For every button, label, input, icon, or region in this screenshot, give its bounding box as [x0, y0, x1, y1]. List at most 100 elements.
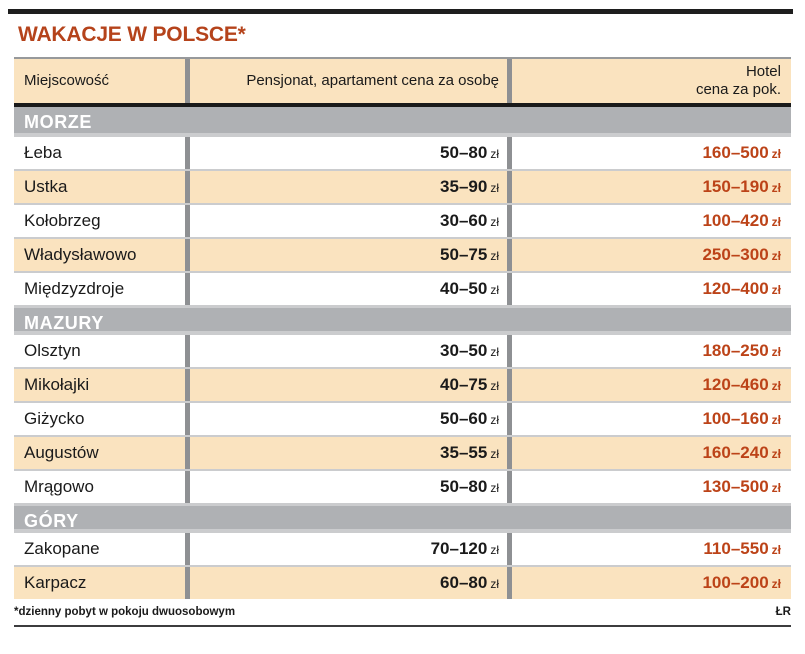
table-row: Międzyzdroje 40–50 zł 120–400 zł [14, 273, 791, 305]
pension-price-cell: 70–120 zł [190, 533, 507, 565]
price-value: 40–75 [440, 375, 488, 394]
price-value: 30–50 [440, 341, 488, 360]
hotel-price-cell: 250–300 zł [512, 239, 791, 271]
place-cell: Augustów [24, 443, 99, 462]
table-row: Zakopane 70–120 zł 110–550 zł [14, 533, 791, 567]
price-value: 120–460 [702, 375, 769, 394]
column-divider [185, 471, 190, 503]
column-divider [185, 205, 190, 237]
column-divider [185, 171, 190, 203]
currency-suffix: zł [490, 147, 499, 161]
price-value: 100–160 [702, 409, 769, 428]
hotel-price-cell: 100–200 zł [512, 567, 791, 599]
footnote: *dzienny pobyt w pokoju dwuosobowym [14, 606, 236, 618]
column-divider [507, 273, 512, 305]
price-value: 70–120 [430, 539, 488, 558]
place-cell: Międzyzdroje [24, 279, 125, 298]
table-footer: *dzienny pobyt w pokoju dwuosobowym ŁR [14, 599, 791, 625]
place-cell: Olsztyn [24, 341, 81, 360]
currency-suffix: zł [490, 249, 499, 263]
column-divider [507, 137, 512, 169]
currency-suffix: zł [771, 147, 781, 161]
pension-price-cell: 60–80 zł [190, 567, 507, 599]
price-value: 160–240 [702, 443, 769, 462]
pension-price-cell: 40–75 zł [190, 369, 507, 401]
price-value: 50–75 [440, 245, 488, 264]
price-value: 35–90 [440, 177, 488, 196]
column-divider [507, 239, 512, 271]
table-row: Augustów 35–55 zł 160–240 zł [14, 437, 791, 471]
column-divider [507, 437, 512, 469]
credit: ŁR [775, 606, 791, 618]
table-row: Olsztyn 30–50 zł 180–250 zł [14, 335, 791, 369]
currency-suffix: zł [771, 413, 781, 427]
currency-suffix: zł [771, 181, 781, 195]
price-value: 180–250 [702, 341, 769, 360]
pension-price-cell: 50–80 zł [190, 471, 507, 503]
column-divider [185, 437, 190, 469]
section-header-morze: MORZE [14, 107, 791, 137]
column-divider [185, 567, 190, 599]
price-value: 250–300 [702, 245, 769, 264]
currency-suffix: zł [490, 181, 499, 195]
table-row: Ustka 35–90 zł 150–190 zł [14, 171, 791, 205]
header-hotel-line2: cena za pok. [695, 81, 781, 98]
price-value: 110–550 [703, 539, 769, 558]
pension-price-cell: 50–75 zł [190, 239, 507, 271]
place-cell: Mikołajki [24, 375, 90, 394]
price-value: 150–190 [702, 177, 769, 196]
bottom-rule [14, 625, 791, 627]
pension-price-cell: 30–60 zł [190, 205, 507, 237]
currency-suffix: zł [490, 447, 499, 461]
currency-suffix: zł [771, 215, 781, 229]
column-divider [507, 369, 512, 401]
currency-suffix: zł [490, 345, 499, 359]
currency-suffix: zł [490, 543, 499, 557]
table-row: Łeba 50–80 zł 160–500 zł [14, 137, 791, 171]
column-divider [507, 567, 512, 599]
price-value: 35–55 [440, 443, 488, 462]
column-divider [507, 403, 512, 435]
currency-suffix: zł [771, 447, 781, 461]
pension-price-cell: 50–60 zł [190, 403, 507, 435]
column-divider [507, 59, 512, 103]
currency-suffix: zł [490, 283, 499, 297]
place-cell: Ustka [24, 177, 68, 196]
page-title: WAKACJE W POLSCE* [18, 23, 246, 46]
column-divider [507, 171, 512, 203]
pension-price-cell: 35–90 zł [190, 171, 507, 203]
column-divider [185, 403, 190, 435]
place-cell: Mrągowo [24, 477, 94, 496]
place-cell: Giżycko [24, 409, 85, 428]
header-black-rule [14, 103, 791, 107]
column-divider [507, 533, 512, 565]
price-value: 60–80 [440, 573, 488, 592]
currency-suffix: zł [771, 481, 781, 495]
table-row: Giżycko 50–60 zł 100–160 zł [14, 403, 791, 437]
pension-price-cell: 35–55 zł [190, 437, 507, 469]
currency-suffix: zł [771, 249, 781, 263]
table-row: Mikołajki 40–75 zł 120–460 zł [14, 369, 791, 403]
price-value: 50–80 [440, 143, 488, 162]
currency-suffix: zł [771, 379, 781, 393]
price-value: 120–400 [702, 279, 769, 298]
header-hotel: Hotel cena za pok. [512, 59, 791, 103]
price-value: 30–60 [440, 211, 488, 230]
price-value: 100–420 [702, 211, 769, 230]
price-value: 50–80 [440, 477, 488, 496]
top-rule [8, 9, 793, 14]
hotel-price-cell: 130–500 zł [512, 471, 791, 503]
hotel-price-cell: 160–500 zł [512, 137, 791, 169]
table-row: Mrągowo 50–80 zł 130–500 zł [14, 471, 791, 503]
header-hotel-line1: Hotel [745, 63, 781, 80]
table-row: Władysławowo 50–75 zł 250–300 zł [14, 239, 791, 273]
header-pension: Pensjonat, apartament cena za osobę [246, 72, 499, 89]
column-divider [185, 137, 190, 169]
currency-suffix: zł [771, 543, 781, 557]
place-cell: Kołobrzeg [24, 211, 101, 230]
hotel-price-cell: 120–400 zł [512, 273, 791, 305]
column-divider [185, 335, 190, 367]
pension-price-cell: 50–80 zł [190, 137, 507, 169]
hotel-price-cell: 180–250 zł [512, 335, 791, 367]
